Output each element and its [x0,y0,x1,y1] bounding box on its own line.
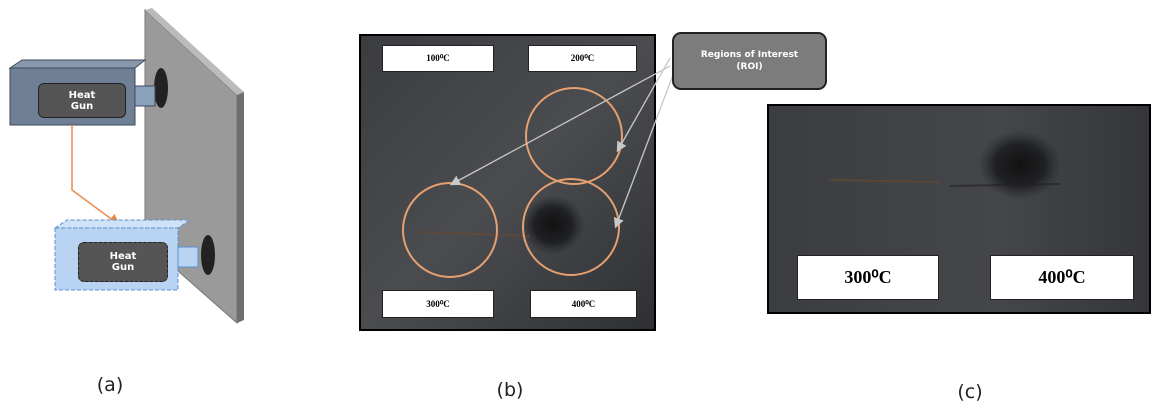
temperature-label: 300⁰C [382,290,494,318]
panel-caption: (a) [80,370,140,400]
heat-gun-label: Heat Gun [38,83,126,118]
panel-b-graphics [360,35,673,330]
temperature-label: 100⁰C [382,45,494,72]
figure: Heat Gun Heat Gun 100⁰C 200⁰C 300⁰C 400⁰… [0,0,1151,408]
panel-caption: (c) [940,377,1000,407]
heat-gun-label: Heat Gun [78,242,168,282]
panel-caption: (b) [480,375,540,405]
temperature-label: 300⁰C [797,255,939,300]
temperature-label: 200⁰C [528,45,637,72]
roi-callout: Regions of Interest (ROI) [672,32,827,90]
temperature-label: 400⁰C [990,255,1134,300]
temperature-label: 400⁰C [530,290,637,318]
